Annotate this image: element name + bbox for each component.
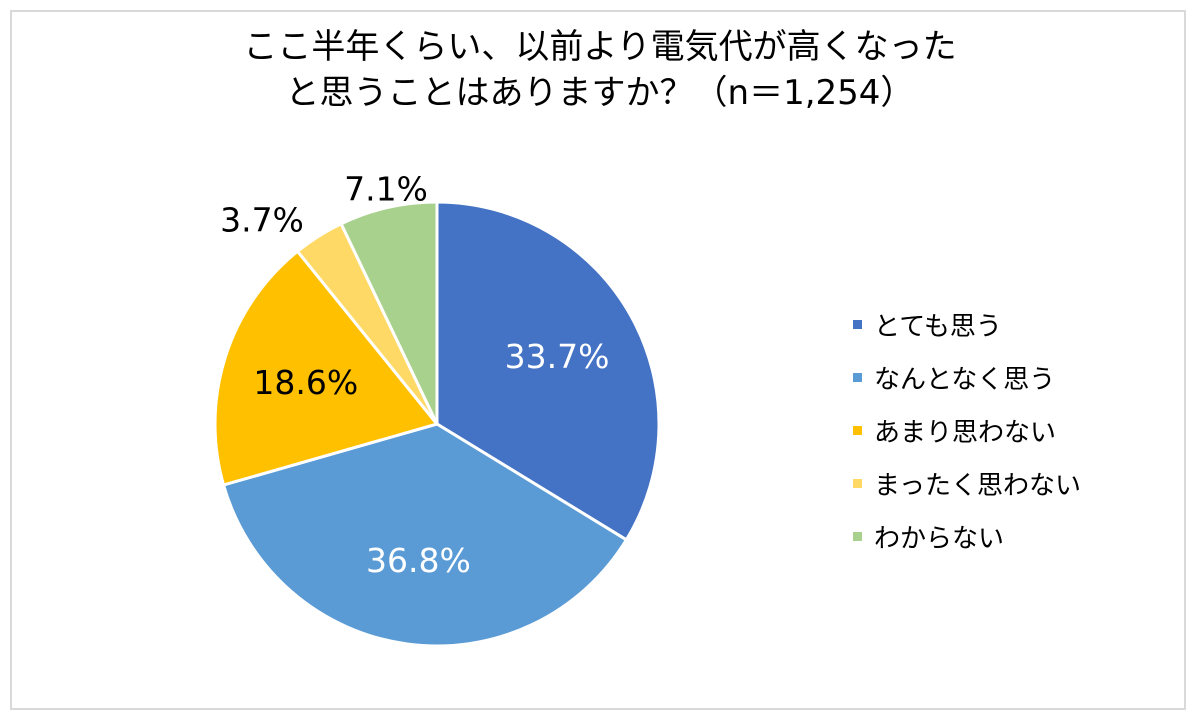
legend-swatch-1 <box>853 320 862 329</box>
chart-title: ここ半年くらい、以前より電気代が高くなった と思うことはありますか？（n＝1,2… <box>0 24 1200 116</box>
legend-label-1: とても思う <box>874 312 1002 342</box>
data-label-3: 18.6% <box>253 363 358 402</box>
legend-label-4: まったく思わない <box>874 471 1081 501</box>
legend-swatch-4 <box>853 479 862 488</box>
legend-label-5: わからない <box>874 524 1005 554</box>
pie-slice-2 <box>222 422 628 648</box>
chart-legend: とても思うなんとなく思う あまり思わない まったく思わない わからない <box>853 298 1081 563</box>
chart-title-line-1: ここ半年くらい、以前より電気代が高くなった <box>243 27 957 67</box>
data-label-2: 36.8% <box>366 541 471 580</box>
legend-item-3: あまり思わない <box>853 404 1081 457</box>
legend-item-5: わからない <box>853 510 1081 563</box>
pie-slice-3 <box>213 249 439 487</box>
legend-item-1: とても思う <box>853 298 1081 351</box>
data-label-5: 7.1% <box>344 170 428 209</box>
legend-label-3: あまり思わない <box>874 418 1057 448</box>
legend-swatch-2 <box>853 373 862 382</box>
legend-label-2: なんとなく思う <box>874 365 1056 395</box>
chart-title-line-2: と思うことはありますか？（n＝1,254） <box>285 73 915 113</box>
data-label-4: 3.7% <box>220 201 304 240</box>
legend-swatch-5 <box>853 532 862 541</box>
data-label-1: 33.7% <box>505 337 610 376</box>
legend-item-4: まったく思わない <box>853 457 1081 510</box>
pie-slice-5 <box>339 200 439 426</box>
legend-item-2: なんとなく思う <box>853 351 1081 404</box>
pie-slice-1 <box>435 200 661 542</box>
legend-swatch-3 <box>853 426 862 435</box>
